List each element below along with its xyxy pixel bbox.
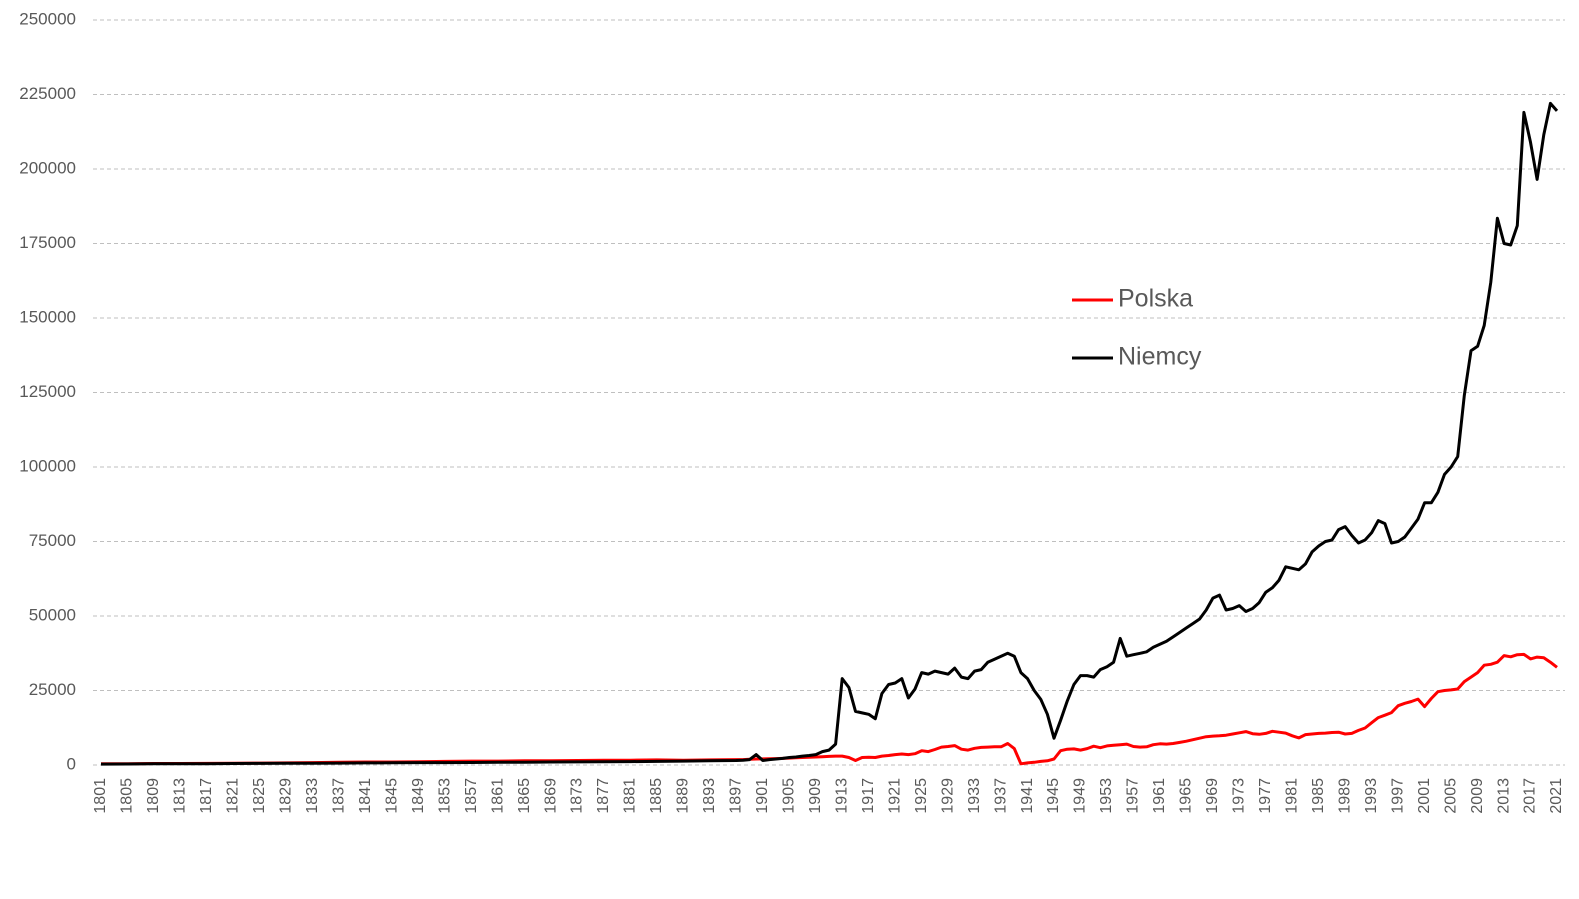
x-tick-label: 2009 xyxy=(1469,778,1486,814)
x-tick-label: 1897 xyxy=(728,778,745,814)
y-tick-label: 75000 xyxy=(29,531,76,550)
x-tick-label: 1801 xyxy=(92,778,109,814)
x-tick-label: 2005 xyxy=(1442,778,1459,814)
y-tick-label: 100000 xyxy=(19,456,76,475)
x-tick-label: 1957 xyxy=(1125,778,1142,814)
x-tick-label: 1833 xyxy=(304,778,321,814)
x-tick-label: 1901 xyxy=(754,778,771,814)
x-tick-label: 1921 xyxy=(886,778,903,814)
x-tick-label: 2021 xyxy=(1548,778,1565,814)
y-tick-label: 150000 xyxy=(19,307,76,326)
x-tick-label: 1881 xyxy=(622,778,639,814)
legend-label: Polska xyxy=(1118,285,1193,313)
x-tick-label: 1849 xyxy=(410,778,427,814)
x-tick-label: 1941 xyxy=(1019,778,1036,814)
x-tick-label: 1805 xyxy=(119,778,136,814)
x-tick-label: 1813 xyxy=(172,778,189,814)
x-tick-label: 1829 xyxy=(278,778,295,814)
x-tick-label: 1965 xyxy=(1178,778,1195,814)
x-tick-label: 1989 xyxy=(1336,778,1353,814)
y-tick-label: 125000 xyxy=(19,382,76,401)
x-tick-label: 1845 xyxy=(383,778,400,814)
x-tick-label: 1985 xyxy=(1310,778,1327,814)
data-line xyxy=(100,101,1559,766)
y-tick-label: 225000 xyxy=(19,84,76,103)
x-tick-label: 1873 xyxy=(569,778,586,814)
x-tick-label: 1953 xyxy=(1098,778,1115,814)
x-tick-label: 1893 xyxy=(701,778,718,814)
x-tick-label: 1817 xyxy=(198,778,215,814)
x-tick-label: 1889 xyxy=(675,778,692,814)
x-tick-label: 1841 xyxy=(357,778,374,814)
x-tick-label: 1977 xyxy=(1257,778,1274,814)
x-tick-label: 2017 xyxy=(1522,778,1539,814)
x-tick-label: 1973 xyxy=(1231,778,1248,814)
x-tick-label: 1857 xyxy=(463,778,480,814)
x-tick-label: 1869 xyxy=(542,778,559,814)
x-tick-label: 1945 xyxy=(1045,778,1062,814)
x-tick-label: 2013 xyxy=(1495,778,1512,814)
x-tick-label: 1981 xyxy=(1283,778,1300,814)
x-tick-label: 1969 xyxy=(1204,778,1221,814)
x-tick-label: 1821 xyxy=(225,778,242,814)
y-tick-label: 0 xyxy=(67,754,76,773)
x-tick-label: 1925 xyxy=(913,778,930,814)
x-tick-label: 1909 xyxy=(807,778,824,814)
x-tick-label: 1865 xyxy=(516,778,533,814)
x-tick-label: 1993 xyxy=(1363,778,1380,814)
x-tick-label: 1929 xyxy=(939,778,956,814)
x-tick-label: 1885 xyxy=(648,778,665,814)
y-tick-label: 175000 xyxy=(19,233,76,252)
x-tick-label: 1809 xyxy=(145,778,162,814)
data-line xyxy=(100,652,1558,766)
y-tick-label: 25000 xyxy=(29,680,76,699)
y-tick-label: 250000 xyxy=(19,9,76,28)
x-tick-label: 1917 xyxy=(860,778,877,814)
y-tick-label: 50000 xyxy=(29,605,76,624)
x-tick-label: 1949 xyxy=(1072,778,1089,814)
x-tick-label: 1933 xyxy=(966,778,983,814)
x-tick-label: 1905 xyxy=(781,778,798,814)
x-tick-label: 1937 xyxy=(992,778,1009,814)
y-tick-label: 200000 xyxy=(19,158,76,177)
legend-label: Niemcy xyxy=(1118,343,1202,371)
x-tick-label: 1825 xyxy=(251,778,268,814)
x-tick-label: 1997 xyxy=(1389,778,1406,814)
x-tick-label: 1837 xyxy=(330,778,347,814)
x-tick-label: 1961 xyxy=(1151,778,1168,814)
x-tick-label: 1877 xyxy=(595,778,612,814)
x-tick-label: 2001 xyxy=(1416,778,1433,814)
x-tick-label: 1861 xyxy=(489,778,506,814)
x-tick-label: 1913 xyxy=(833,778,850,814)
x-tick-label: 1853 xyxy=(436,778,453,814)
